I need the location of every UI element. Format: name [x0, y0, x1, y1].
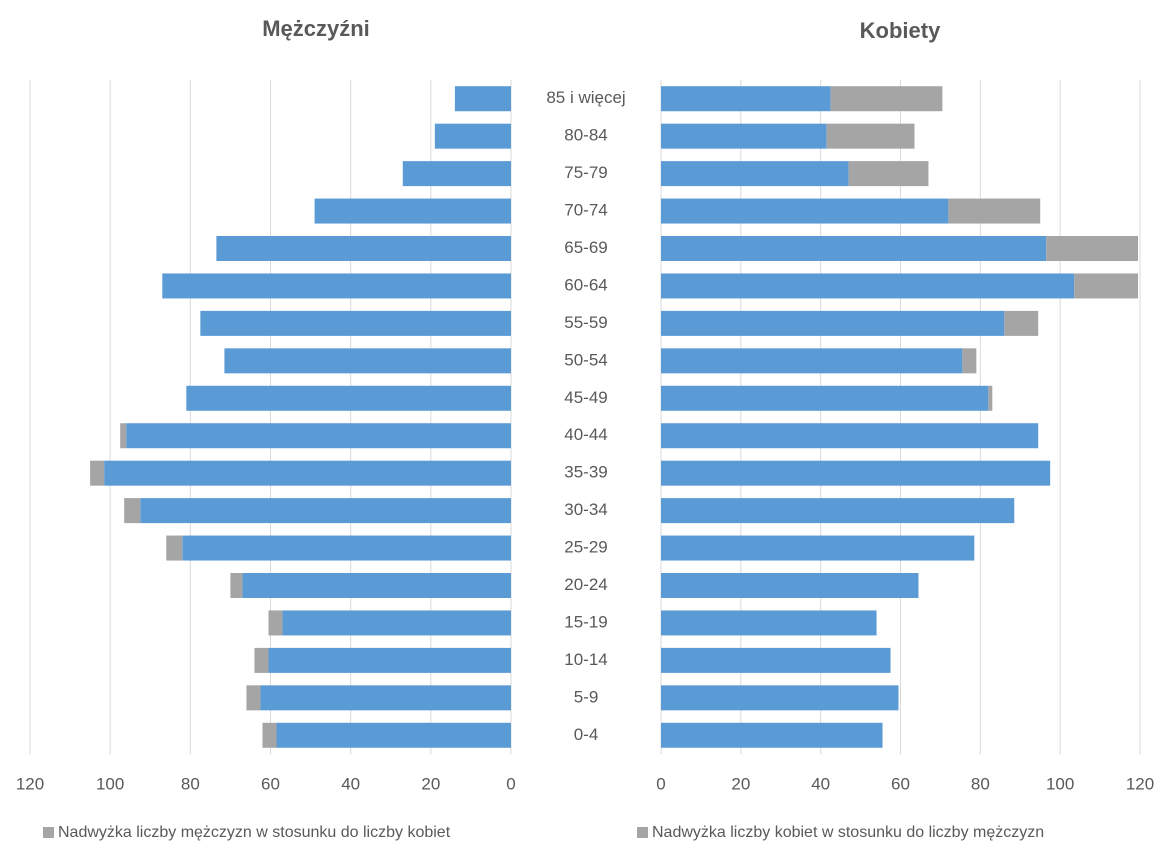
category-label: 70-74: [564, 201, 607, 220]
category-label: 35-39: [564, 463, 607, 482]
bar: [242, 573, 512, 598]
category-label: 40-44: [564, 425, 607, 444]
bar: [268, 610, 283, 636]
bar: [661, 86, 831, 112]
x-tick-label: 40: [341, 774, 360, 793]
bar: [661, 348, 963, 374]
legend-label: Nadwyżka liczby mężczyzn w stosunku do l…: [58, 824, 451, 841]
bar: [661, 610, 877, 636]
bar: [661, 198, 949, 224]
bar: [661, 498, 1015, 524]
bar: [848, 161, 929, 187]
bar: [104, 460, 511, 486]
bar: [661, 423, 1039, 449]
bar: [1046, 236, 1139, 261]
category-label: 85 i więcej: [546, 88, 625, 107]
x-tick-label: 80: [181, 774, 200, 793]
bar: [126, 423, 511, 449]
category-label: 10-14: [564, 650, 607, 669]
legend-swatch: [637, 827, 648, 838]
category-label: 45-49: [564, 388, 607, 407]
category-label: 80-84: [564, 126, 607, 145]
bar: [200, 310, 511, 336]
x-tick-label: 80: [971, 774, 990, 793]
bar: [282, 610, 511, 636]
bar: [230, 573, 243, 598]
category-label: 0-4: [574, 725, 599, 744]
bar: [661, 273, 1075, 299]
category-label: 15-19: [564, 612, 607, 631]
bar: [262, 722, 277, 748]
bar: [182, 535, 512, 561]
bar: [166, 535, 183, 561]
bar: [661, 385, 989, 411]
category-label: 20-24: [564, 575, 607, 594]
category-label: 55-59: [564, 313, 607, 332]
category-label: 5-9: [574, 687, 599, 706]
x-tick-label: 20: [421, 774, 440, 793]
bar: [276, 722, 511, 748]
bar: [948, 198, 1041, 224]
bar: [661, 460, 1051, 486]
bar: [90, 460, 105, 486]
bar: [1004, 310, 1039, 336]
bar: [140, 498, 511, 524]
x-tick-label: 40: [811, 774, 830, 793]
x-tick-label: 20: [731, 774, 750, 793]
bar: [314, 198, 511, 224]
bar: [254, 647, 269, 673]
bar: [830, 86, 943, 112]
x-tick-label: 0: [656, 774, 665, 793]
bar: [661, 535, 975, 561]
bar: [260, 685, 511, 711]
bar: [124, 498, 141, 524]
x-tick-label: 120: [16, 774, 44, 793]
bar: [661, 310, 1005, 336]
bar: [120, 423, 127, 449]
bar: [246, 685, 261, 711]
category-label: 25-29: [564, 538, 607, 557]
x-tick-label: 120: [1126, 774, 1154, 793]
category-label: 30-34: [564, 500, 607, 519]
chart-title: Kobiety: [860, 18, 941, 43]
bar: [216, 236, 511, 261]
bar: [661, 236, 1047, 261]
bar: [661, 161, 849, 187]
bar: [186, 385, 511, 411]
legend-label: Nadwyżka liczby kobiet w stosunku do lic…: [652, 824, 1044, 841]
category-label: 60-64: [564, 275, 607, 294]
chart-title: Mężczyźni: [262, 16, 370, 41]
bar: [434, 123, 511, 149]
bar: [661, 722, 883, 748]
bar: [661, 573, 919, 598]
category-label: 50-54: [564, 350, 607, 369]
bar: [402, 161, 511, 187]
bar: [268, 647, 511, 673]
x-tick-label: 60: [891, 774, 910, 793]
x-tick-label: 0: [506, 774, 515, 793]
bar: [1074, 273, 1139, 299]
bar: [962, 348, 977, 374]
bar: [988, 385, 993, 411]
x-tick-label: 100: [1046, 774, 1074, 793]
bar: [661, 647, 891, 673]
legend-swatch: [43, 827, 54, 838]
x-tick-label: 60: [261, 774, 280, 793]
category-label: 75-79: [564, 163, 607, 182]
bar: [826, 123, 915, 149]
bar: [454, 86, 511, 112]
category-label: 65-69: [564, 238, 607, 257]
bar: [162, 273, 511, 299]
bar: [661, 123, 827, 149]
x-tick-label: 100: [96, 774, 124, 793]
bar: [661, 685, 899, 711]
bar: [224, 348, 511, 374]
